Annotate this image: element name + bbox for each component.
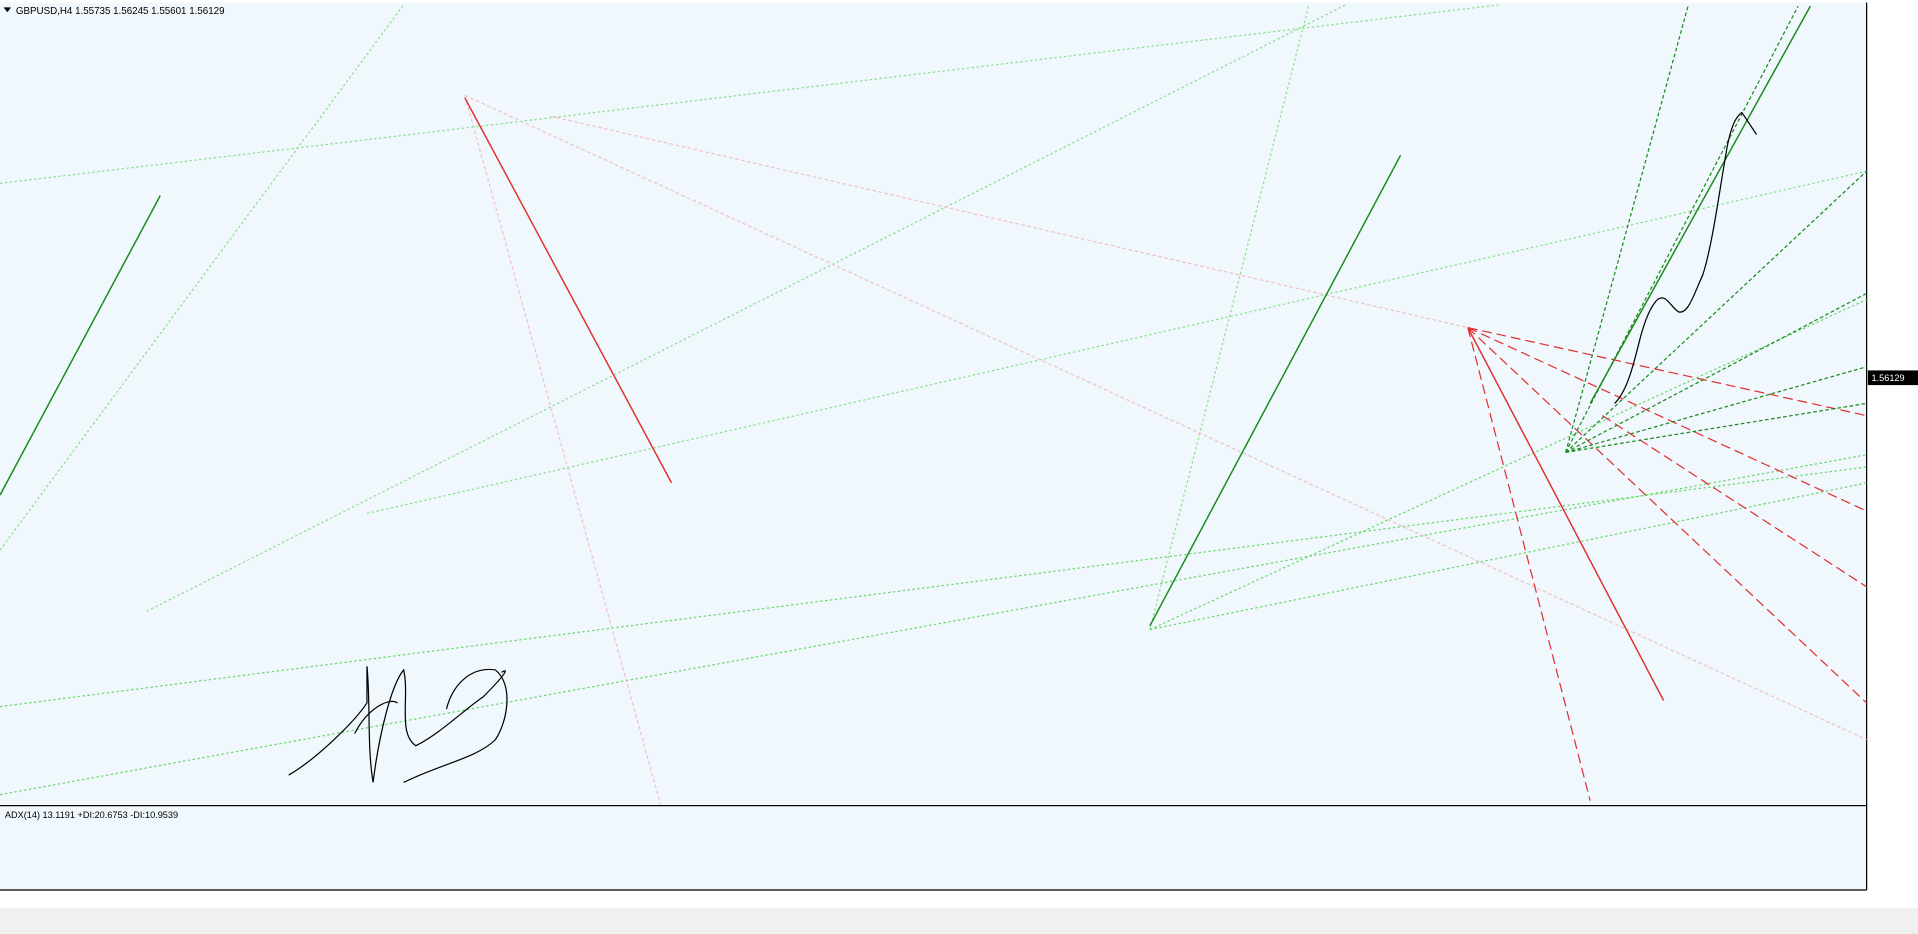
adx-label: ADX(14) 13.1191 +DI:20.6753 -DI:10.9539	[5, 810, 178, 820]
trend-line	[366, 170, 1867, 515]
high: 1.56245	[113, 6, 149, 17]
trend-line	[0, 195, 161, 496]
fan-line	[1565, 5, 1799, 453]
trend-line	[0, 4, 1499, 184]
low: 1.55601	[151, 6, 186, 17]
trend-line	[1149, 154, 1402, 627]
trend-line	[464, 97, 673, 484]
trend-line	[464, 95, 662, 805]
current-price: 1.56129	[1872, 373, 1905, 383]
menu-arrow[interactable]	[3, 7, 12, 13]
close: 1.56129	[189, 6, 224, 17]
tab-bar	[0, 908, 1918, 934]
fan-line	[1602, 415, 1867, 588]
fan-line	[1565, 292, 1867, 453]
symbol: GBPUSD,H4	[16, 6, 73, 17]
fan-line	[1467, 327, 1867, 417]
fan-line	[1565, 170, 1868, 453]
adx-panel	[0, 806, 1867, 890]
trend-line	[1589, 5, 1811, 404]
fan-line	[1565, 402, 1867, 453]
trend-line	[0, 466, 1867, 708]
price-marker	[1867, 370, 1918, 386]
price-panel	[0, 2, 1867, 805]
fan-line	[1467, 327, 1591, 801]
trend-line	[1149, 298, 1867, 631]
trend-line	[464, 94, 1867, 741]
fan-line	[1565, 5, 1689, 453]
trend-line	[0, 4, 405, 551]
trend-line	[0, 454, 1867, 796]
trend-line	[550, 115, 1468, 329]
hand-drawing	[288, 666, 508, 783]
trend-line	[1467, 327, 1665, 701]
trend-line	[146, 4, 1346, 612]
open: 1.55735	[75, 6, 111, 17]
forecast-drawing	[1614, 111, 1758, 404]
fan-line	[1467, 327, 1868, 704]
fan-line	[1565, 366, 1867, 453]
chart-header: GBPUSD,H4 1.55735 1.56245 1.55601 1.5612…	[16, 6, 225, 17]
